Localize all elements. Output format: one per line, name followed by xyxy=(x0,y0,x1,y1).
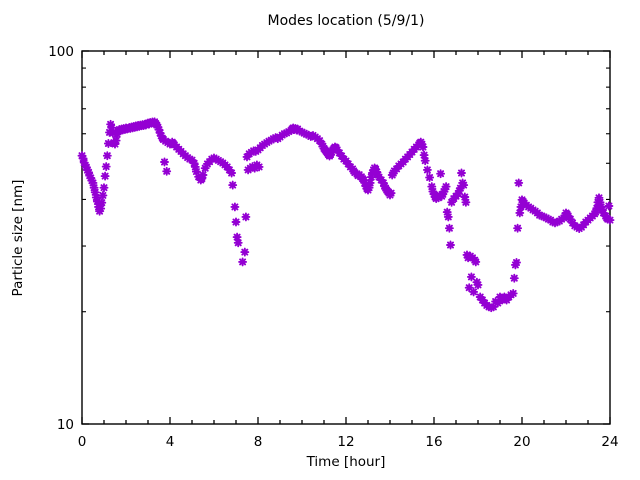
chart-title: Modes location (5/9/1) xyxy=(267,13,425,29)
x-tick-label: 4 xyxy=(166,434,175,450)
x-tick-label: 0 xyxy=(78,434,87,450)
y-tick-label: 100 xyxy=(48,44,74,60)
x-tick-label: 20 xyxy=(513,434,530,450)
x-tick-label: 8 xyxy=(254,434,263,450)
x-tick-label: 24 xyxy=(601,434,618,450)
x-tick-label: 16 xyxy=(425,434,442,450)
x-tick-label: 12 xyxy=(337,434,354,450)
y-tick-label: 10 xyxy=(57,417,74,433)
y-axis-label: Particle size [nm] xyxy=(10,179,26,297)
x-axis-label: Time [hour] xyxy=(306,454,386,470)
scatter-points xyxy=(77,117,615,313)
plot-border xyxy=(81,50,611,425)
